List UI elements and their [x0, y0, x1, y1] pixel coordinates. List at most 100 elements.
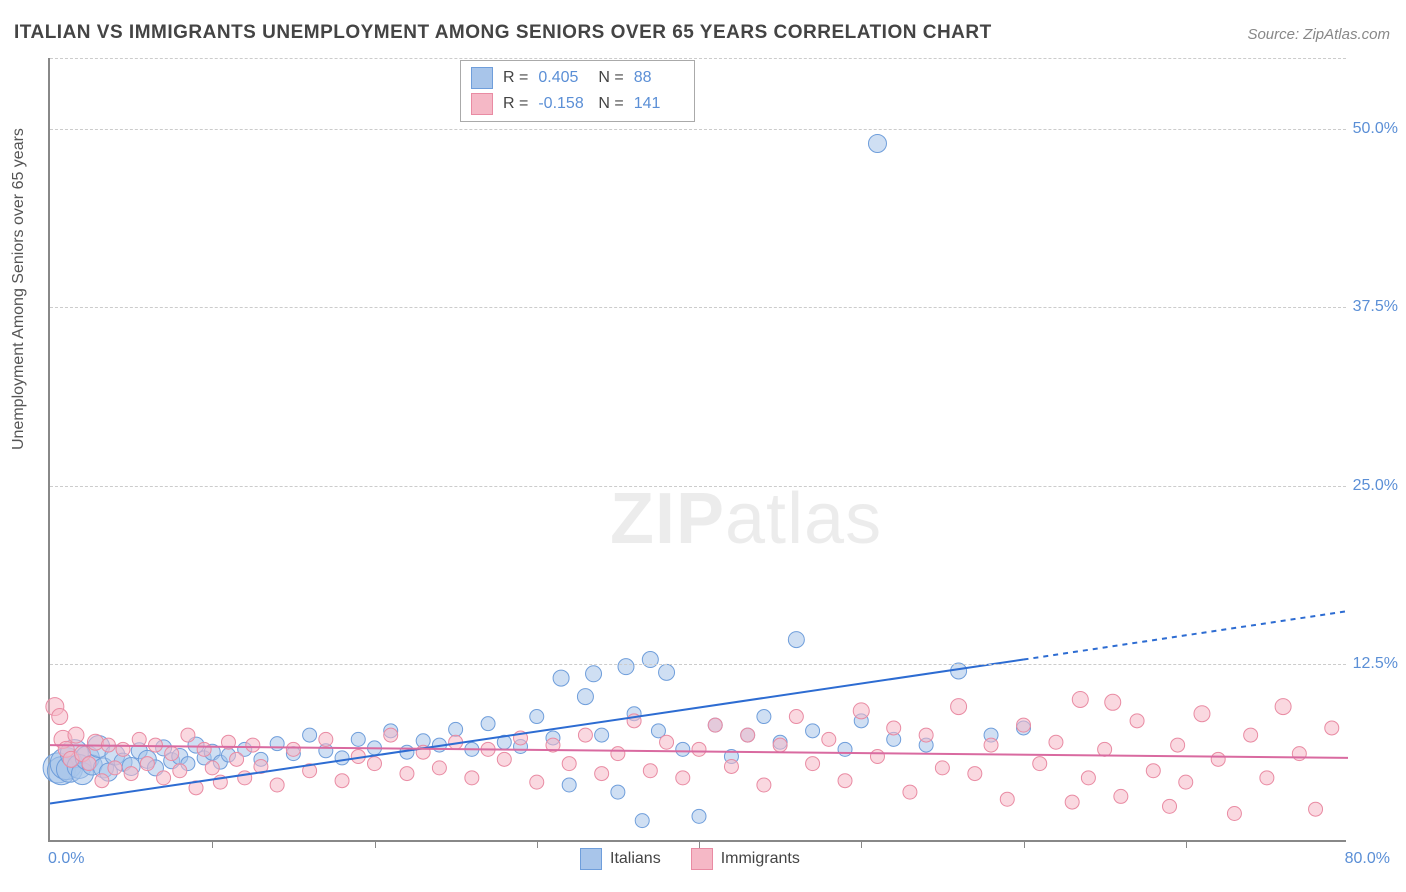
scatter-point — [1171, 738, 1185, 752]
scatter-point — [660, 735, 674, 749]
scatter-point — [618, 659, 634, 675]
plot-area: ZIPatlas 12.5%25.0%37.5%50.0% — [48, 58, 1346, 842]
stat-r-label: R = — [503, 69, 528, 87]
scatter-point — [853, 703, 869, 719]
scatter-point — [1227, 806, 1241, 820]
trend-line-dashed — [1024, 611, 1349, 659]
scatter-point — [230, 752, 244, 766]
x-axis-min-label: 0.0% — [48, 850, 84, 868]
scatter-point — [368, 757, 382, 771]
scatter-point — [1194, 706, 1210, 722]
scatter-point — [708, 718, 722, 732]
scatter-point — [384, 728, 398, 742]
scatter-point — [286, 742, 300, 756]
scatter-point — [642, 652, 658, 668]
x-tick — [1186, 840, 1187, 848]
legend-item: Immigrants — [691, 848, 800, 870]
scatter-point — [1325, 721, 1339, 735]
stat-n-label: N = — [598, 95, 623, 113]
x-tick — [375, 840, 376, 848]
scatter-point — [1049, 735, 1063, 749]
scatter-point — [124, 767, 138, 781]
scatter-point — [1275, 699, 1291, 715]
scatter-point — [611, 747, 625, 761]
stat-n-value: 88 — [634, 69, 684, 87]
stat-n-label: N = — [598, 69, 623, 87]
scatter-point — [205, 761, 219, 775]
scatter-point — [1033, 757, 1047, 771]
scatter-point — [197, 742, 211, 756]
stat-n-value: 141 — [634, 95, 684, 113]
scatter-point — [165, 747, 179, 761]
scatter-point — [562, 778, 576, 792]
y-axis-label: Unemployment Among Seniors over 65 years — [10, 128, 28, 450]
scatter-point — [577, 689, 593, 705]
y-tick-label: 50.0% — [1353, 120, 1398, 138]
gridline — [50, 58, 1346, 59]
scatter-point — [132, 732, 146, 746]
scatter-point — [724, 759, 738, 773]
scatter-point — [788, 632, 804, 648]
scatter-point — [951, 699, 967, 715]
scatter-point — [806, 757, 820, 771]
scatter-point — [1065, 795, 1079, 809]
scatter-point — [595, 728, 609, 742]
scatter-point — [530, 710, 544, 724]
stats-legend: R =0.405N =88R =-0.158N =141 — [460, 60, 695, 122]
scatter-point — [303, 728, 317, 742]
scatter-svg — [50, 58, 1346, 840]
scatter-point — [481, 717, 495, 731]
scatter-point — [1098, 742, 1112, 756]
scatter-point — [1244, 728, 1258, 742]
scatter-point — [1179, 775, 1193, 789]
legend-swatch — [691, 848, 713, 870]
x-tick — [537, 840, 538, 848]
scatter-point — [1309, 802, 1323, 816]
stats-row: R =-0.158N =141 — [471, 91, 684, 117]
scatter-point — [692, 809, 706, 823]
scatter-point — [789, 710, 803, 724]
series-legend: Italians Immigrants — [580, 848, 800, 870]
scatter-point — [319, 732, 333, 746]
stat-r-value: 0.405 — [538, 69, 588, 87]
scatter-point — [887, 721, 901, 735]
scatter-point — [270, 737, 284, 751]
scatter-point — [351, 732, 365, 746]
legend-label: Immigrants — [721, 850, 800, 868]
scatter-point — [676, 771, 690, 785]
stats-row: R = 0.405 N = 88 — [471, 65, 684, 91]
scatter-point — [449, 722, 463, 736]
scatter-point — [400, 767, 414, 781]
gridline — [50, 129, 1346, 130]
scatter-point — [246, 738, 260, 752]
scatter-point — [635, 814, 649, 828]
scatter-point — [1105, 694, 1121, 710]
x-tick — [699, 840, 700, 848]
scatter-point — [838, 742, 852, 756]
scatter-point — [643, 764, 657, 778]
scatter-point — [1017, 718, 1031, 732]
scatter-point — [868, 135, 886, 153]
scatter-point — [157, 771, 171, 785]
legend-item: Italians — [580, 848, 661, 870]
scatter-point — [1146, 764, 1160, 778]
scatter-point — [984, 738, 998, 752]
scatter-point — [578, 728, 592, 742]
scatter-point — [432, 761, 446, 775]
y-tick-label: 37.5% — [1353, 298, 1398, 316]
scatter-point — [822, 732, 836, 746]
scatter-point — [611, 785, 625, 799]
scatter-point — [919, 728, 933, 742]
scatter-point — [52, 709, 68, 725]
scatter-point — [335, 751, 349, 765]
scatter-point — [903, 785, 917, 799]
scatter-point — [757, 710, 771, 724]
y-tick-label: 12.5% — [1353, 655, 1398, 673]
scatter-point — [773, 738, 787, 752]
scatter-point — [1211, 752, 1225, 766]
scatter-point — [553, 670, 569, 686]
x-axis-max-label: 80.0% — [1345, 850, 1390, 868]
legend-swatch — [471, 93, 493, 115]
scatter-point — [935, 761, 949, 775]
scatter-point — [1000, 792, 1014, 806]
